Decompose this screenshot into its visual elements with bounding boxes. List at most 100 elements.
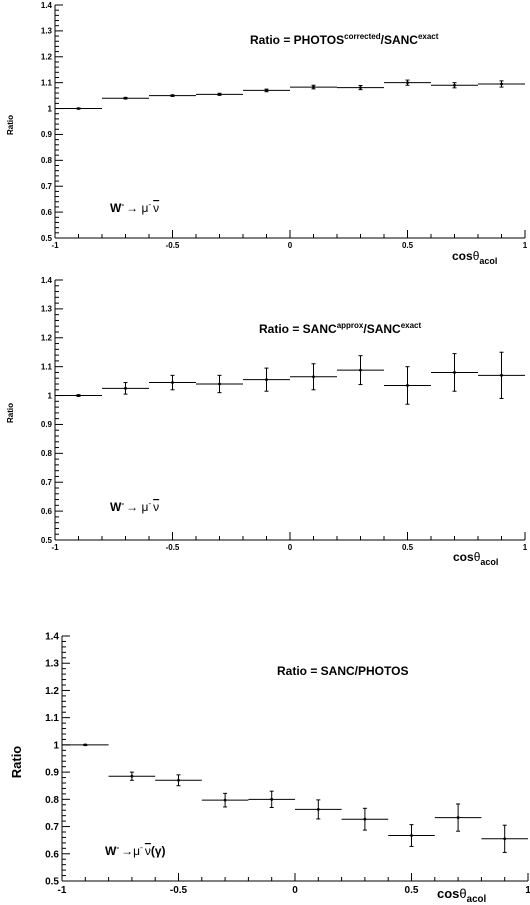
data-point bbox=[478, 80, 525, 88]
marker bbox=[406, 384, 409, 387]
x-tick-label: -1 bbox=[51, 543, 59, 552]
data-point bbox=[295, 799, 342, 820]
marker bbox=[363, 817, 367, 821]
y-tick-label: 0.5 bbox=[41, 234, 53, 243]
process-label: W- → μ-ν bbox=[110, 199, 159, 215]
x-axis-label: cosθacol bbox=[453, 550, 498, 567]
process-label: W- →μ-ν(γ) bbox=[105, 842, 166, 858]
x-tick-label: 0.5 bbox=[405, 885, 419, 896]
panel-3: 0.5 0.6 0.7 0.8 0.9 1 1.1 1.2 1.3 1.4 -1 -0.5 0 0.5 1 R… bbox=[9, 632, 530, 905]
data-point bbox=[149, 374, 196, 391]
marker bbox=[453, 371, 456, 374]
data-point bbox=[481, 824, 528, 853]
data-point bbox=[196, 92, 243, 96]
data-point bbox=[341, 807, 389, 831]
y-axis-label: Ratio bbox=[6, 115, 15, 135]
data-point bbox=[388, 824, 435, 847]
x-tick-label: 0 bbox=[288, 241, 293, 250]
chart-title: Ratio = SANC/PHOTOS bbox=[277, 664, 408, 678]
marker bbox=[265, 89, 268, 92]
data-point bbox=[108, 771, 156, 781]
y-tick-label: 1.4 bbox=[45, 632, 59, 643]
data-point bbox=[384, 366, 431, 405]
data-point bbox=[337, 355, 384, 386]
chart-title: Ratio = PHOTOScorrected/SANCexact bbox=[250, 32, 439, 47]
x-tick-label: -1 bbox=[51, 241, 59, 250]
data-point bbox=[248, 790, 295, 808]
data-point bbox=[102, 382, 149, 395]
x-axis-label: cosθacol bbox=[437, 886, 486, 905]
marker bbox=[312, 375, 315, 379]
y-tick-label: 0.5 bbox=[45, 877, 59, 888]
marker bbox=[312, 85, 315, 89]
y-axis-label: Ratio bbox=[6, 403, 15, 423]
y-tick-label: 0.7 bbox=[41, 182, 53, 191]
marker bbox=[218, 382, 221, 386]
marker bbox=[456, 816, 460, 819]
marker bbox=[265, 378, 268, 382]
marker bbox=[124, 96, 127, 100]
y-tick-label: 1.1 bbox=[45, 713, 59, 724]
data-point bbox=[290, 84, 337, 90]
marker bbox=[453, 83, 456, 87]
x-tick-label: -0.5 bbox=[166, 543, 180, 552]
data-point bbox=[434, 803, 482, 832]
y-tick-label: 0.8 bbox=[41, 156, 53, 165]
y-tick-label: 1.1 bbox=[41, 78, 53, 87]
data-point bbox=[102, 96, 149, 100]
marker bbox=[171, 94, 174, 98]
marker bbox=[130, 774, 134, 778]
marker bbox=[223, 798, 227, 802]
y-axis-label: Ratio bbox=[9, 746, 24, 779]
data-point bbox=[431, 353, 478, 392]
marker bbox=[359, 86, 362, 89]
x-tick-label: 0 bbox=[292, 885, 298, 896]
y-tick-label: 1 bbox=[48, 104, 53, 113]
data-point bbox=[149, 94, 196, 98]
chart-title: Ratio = SANCapprox/SANCexact bbox=[259, 321, 422, 336]
x-axis-label: cosθacol bbox=[452, 249, 497, 266]
y-tick-label: 1.1 bbox=[41, 362, 53, 371]
data-point bbox=[155, 774, 202, 787]
marker bbox=[410, 834, 413, 837]
y-tick-label: 1.3 bbox=[41, 27, 53, 36]
data-point bbox=[243, 88, 290, 93]
y-tick-label: 1.2 bbox=[41, 334, 53, 343]
marker bbox=[83, 743, 87, 747]
marker bbox=[177, 778, 180, 782]
data-point bbox=[337, 85, 384, 91]
y-tick-label: 0.9 bbox=[41, 130, 53, 139]
x-tick-label: -0.5 bbox=[170, 885, 188, 896]
y-tick-label: 0.6 bbox=[41, 507, 53, 516]
x-tick-label: 1 bbox=[523, 543, 528, 552]
y-tick-label: 1.4 bbox=[41, 276, 53, 285]
data-point bbox=[201, 792, 249, 808]
marker bbox=[124, 386, 127, 390]
y-tick-label: 0.9 bbox=[45, 768, 59, 779]
data-point bbox=[290, 363, 337, 391]
marker bbox=[316, 808, 320, 811]
data-point bbox=[384, 79, 431, 86]
y-tick-label: 0.6 bbox=[41, 208, 53, 217]
y-tick-label: 0.8 bbox=[45, 795, 59, 806]
y-tick-label: 1.2 bbox=[41, 53, 53, 62]
x-tick-label: -1 bbox=[58, 885, 67, 896]
y-tick-label: 0.7 bbox=[41, 478, 53, 487]
y-tick-label: 0.5 bbox=[41, 536, 53, 545]
data-point bbox=[196, 374, 243, 394]
marker bbox=[500, 373, 503, 377]
y-tick-label: 0.6 bbox=[45, 849, 59, 860]
marker bbox=[406, 81, 409, 85]
marker bbox=[77, 394, 80, 397]
y-tick-label: 0.9 bbox=[41, 420, 53, 429]
panel-1: 0.5 0.6 0.7 0.8 0.9 1 1.1 1.2 1.3 1.4 -1 -0.5 0 0.5 1 R… bbox=[6, 1, 528, 266]
marker bbox=[500, 82, 503, 86]
marker bbox=[77, 107, 80, 110]
data-point bbox=[62, 743, 109, 747]
data-point bbox=[55, 107, 102, 110]
data-point bbox=[55, 394, 102, 397]
y-tick-label: 1 bbox=[53, 740, 59, 751]
y-tick-label: 1 bbox=[48, 391, 53, 400]
marker bbox=[171, 381, 174, 384]
